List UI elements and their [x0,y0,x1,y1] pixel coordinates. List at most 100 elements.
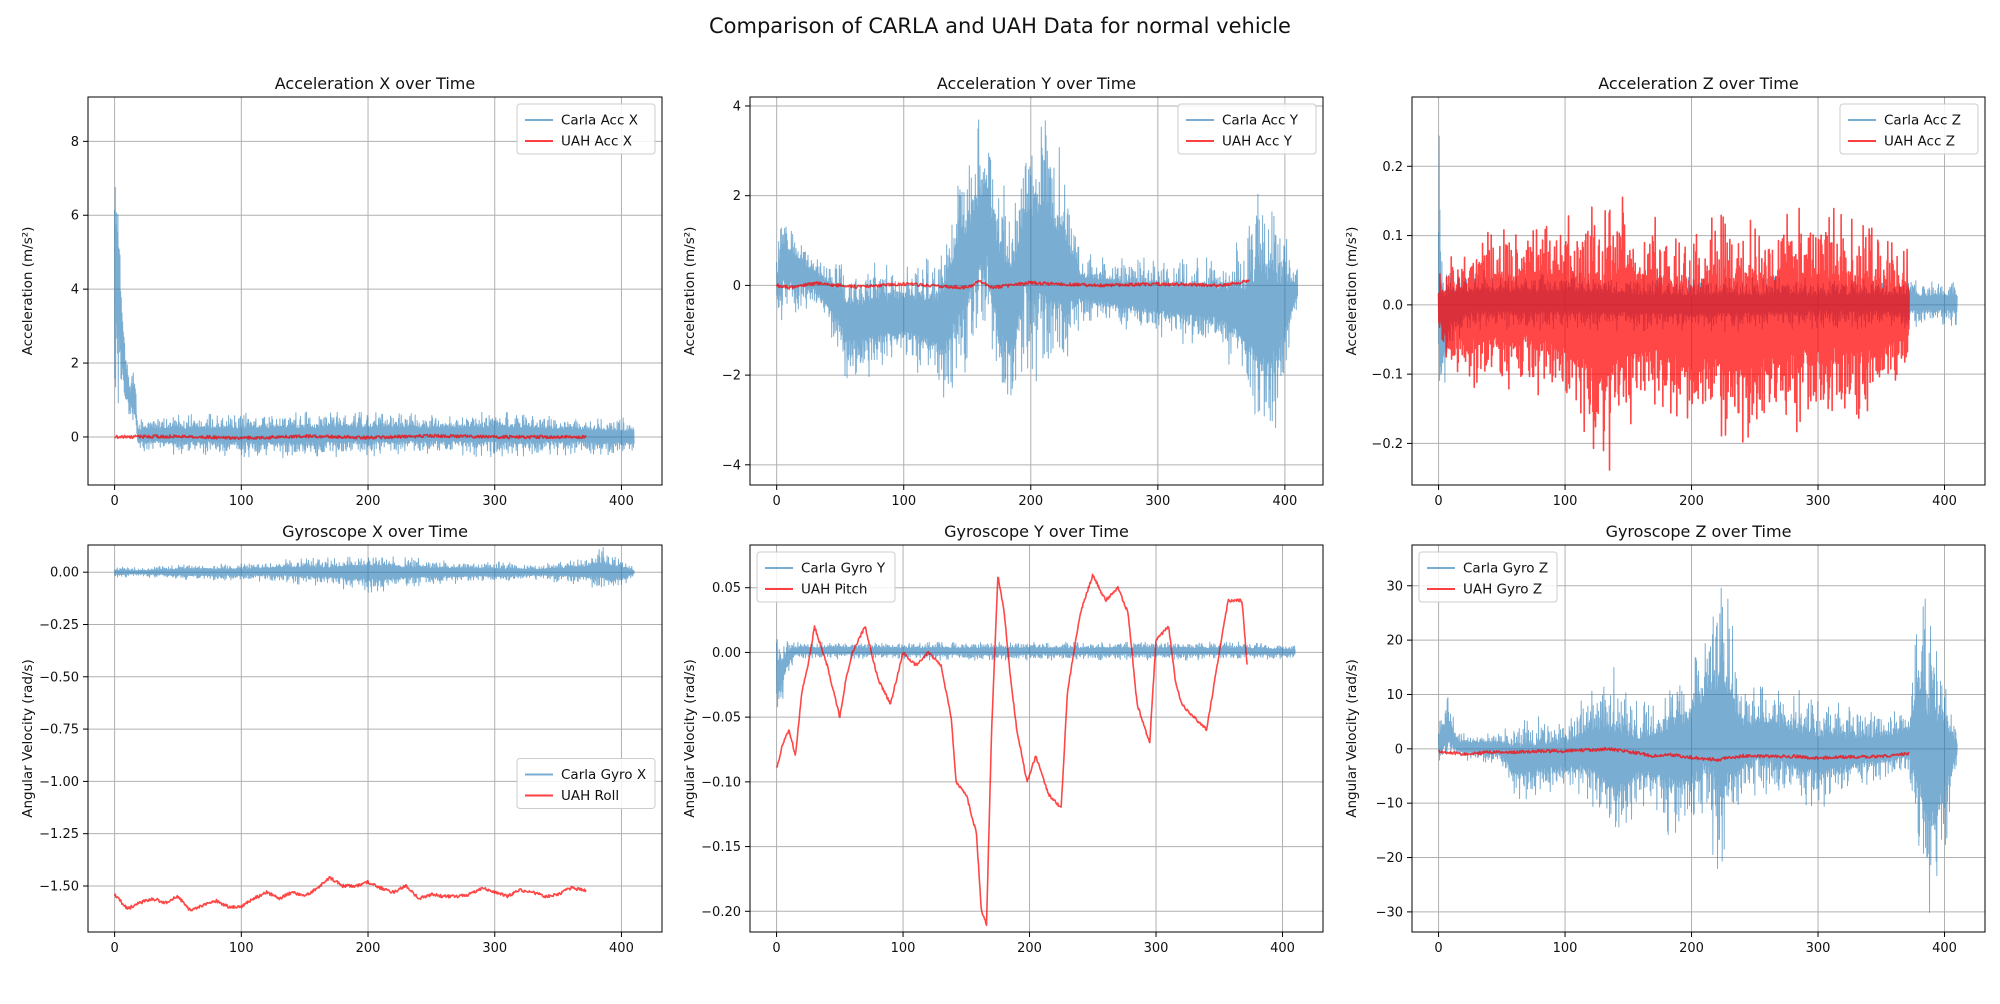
y-tick-label: 0 [733,279,741,294]
x-tick-label: 0 [1434,941,1442,956]
x-tick-label: 100 [891,941,916,956]
y-tick-label: −0.15 [701,840,741,855]
y-axis-label: Acceleration (m/s²) [20,227,36,356]
y-axis-label: Angular Velocity (rad/s) [1344,659,1360,818]
y-tick-label: 30 [1386,579,1403,594]
series-line-uah-acc-x [114,433,587,441]
y-tick-label: −20 [1376,851,1403,866]
legend: Carla Acc X UAH Acc X [516,103,656,155]
axes-frame [87,96,663,486]
y-tick-label: −0.20 [701,905,741,920]
x-tick-label: 100 [229,494,254,509]
y-tick-label: 0 [71,430,79,445]
legend: Carla Gyro Y UAH Pitch [756,551,896,603]
series-line-uah-acc-y [775,279,1250,290]
x-tick-label: 300 [482,941,507,956]
subplot-acc-y: 0 100 200 300 400 −4 −2 0 2 4 Acceleration Y over … [682,74,1324,509]
y-axis-label: Acceleration (m/s²) [1344,227,1360,356]
y-tick-label: 2 [733,189,741,204]
x-tick-label: 400 [609,941,634,956]
y-tick-label: 6 [71,209,79,224]
series-line-carla-gyro-z [1438,587,1958,913]
legend-label: UAH Gyro Z [1463,582,1542,598]
x-tick-label: 200 [356,494,381,509]
x-tick-label: 300 [1144,941,1169,956]
y-tick-label: −0.2 [1371,437,1403,452]
subplot-title: Acceleration Z over Time [1598,74,1798,93]
x-tick-label: 400 [609,494,634,509]
x-tick-label: 400 [1270,941,1295,956]
y-tick-label: 0.2 [1382,160,1403,175]
y-axis-label: Angular Velocity (rad/s) [682,659,698,818]
y-tick-label: 2 [71,357,79,372]
x-tick-label: 300 [482,494,507,509]
y-tick-label: 0 [1395,742,1403,757]
y-tick-label: 0.00 [712,646,741,661]
figure-suptitle: Comparison of CARLA and UAH Data for nor… [709,14,1291,38]
subplot-acc-z: 0 100 200 300 400 −0.2 −0.1 0.0 0.1 0.2 Accelerati… [1344,74,1986,509]
x-tick-label: 400 [1932,941,1957,956]
legend-label: UAH Acc Y [1222,134,1293,150]
x-tick-label: 0 [110,494,118,509]
legend-label: Carla Gyro Z [1463,561,1548,577]
y-tick-label: −0.10 [701,775,741,790]
legend-label: UAH Acc X [561,134,632,150]
axes-frame [1411,96,1986,486]
legend: Carla Acc Z UAH Acc Z [1839,103,1979,155]
x-tick-label: 0 [1434,494,1442,509]
x-tick-label: 100 [1553,494,1578,509]
series-line-uah-roll [113,875,587,912]
y-axis-label: Acceleration (m/s²) [682,227,698,356]
series-line-carla-gyro-y [776,639,1296,708]
legend-label: Carla Acc X [561,113,638,129]
y-tick-label: −2 [722,369,741,384]
x-tick-label: 200 [1018,494,1043,509]
x-tick-label: 200 [1017,941,1042,956]
y-tick-label: −1.25 [39,827,79,842]
y-tick-label: 4 [71,283,79,298]
subplot-title: Acceleration Y over Time [937,74,1136,93]
subplot-title: Gyroscope Y over Time [944,522,1129,541]
y-tick-label: 0.00 [50,566,79,581]
y-tick-label: 20 [1386,634,1403,649]
legend-label: UAH Roll [561,788,619,804]
x-tick-label: 300 [1806,494,1831,509]
x-tick-label: 200 [1679,494,1704,509]
y-tick-label: −0.05 [701,711,741,726]
y-tick-label: 8 [71,135,79,150]
y-tick-label: 0.05 [712,581,741,596]
x-tick-label: 0 [773,494,781,509]
x-tick-label: 200 [356,941,381,956]
x-tick-label: 0 [110,941,118,956]
y-tick-label: −1.00 [39,775,79,790]
y-tick-label: 0.0 [1382,298,1403,313]
subplot-acc-x: 0 100 200 300 400 0 2 4 6 8 Acceleration X over Ti… [20,74,663,509]
y-tick-label: 0.1 [1382,229,1403,244]
legend-label: UAH Pitch [801,582,867,598]
x-tick-label: 100 [891,494,916,509]
x-tick-label: 300 [1806,941,1831,956]
y-tick-label: −0.25 [39,618,79,633]
subplot-title: Gyroscope Z over Time [1606,522,1792,541]
legend: Carla Gyro X UAH Roll [516,758,656,809]
series-line-uah-gyro-z [1438,746,1910,762]
y-tick-label: −0.75 [39,723,79,738]
subplot-gyro-y: 0 100 200 300 400 −0.20 −0.15 −0.10 −0.05 0.00 0.0… [682,522,1324,956]
x-tick-label: 400 [1932,494,1957,509]
legend-label: Carla Acc Z [1884,113,1961,129]
subplot-title: Acceleration X over Time [275,74,475,93]
legend-label: Carla Gyro Y [801,561,886,577]
y-tick-label: −0.50 [39,670,79,685]
axes-frame [1411,544,1986,933]
y-axis-label: Angular Velocity (rad/s) [20,659,36,818]
y-tick-label: 10 [1386,688,1403,703]
series-line-carla-acc-x [114,187,635,459]
x-tick-label: 100 [229,941,254,956]
x-tick-label: 0 [772,941,780,956]
x-tick-label: 300 [1145,494,1170,509]
legend: Carla Gyro Z UAH Gyro Z [1418,551,1558,603]
subplot-gyro-x: 0 100 200 300 400 −1.50 −1.25 −1.00 −0.75 −0.50 −0… [20,522,663,956]
subplot-gyro-z: 0 100 200 300 400 −30 −20 −10 0 10 20 30 Gyroscope Z… [1344,522,1986,956]
subplot-title: Gyroscope X over Time [282,522,468,541]
y-tick-label: −4 [722,458,741,473]
